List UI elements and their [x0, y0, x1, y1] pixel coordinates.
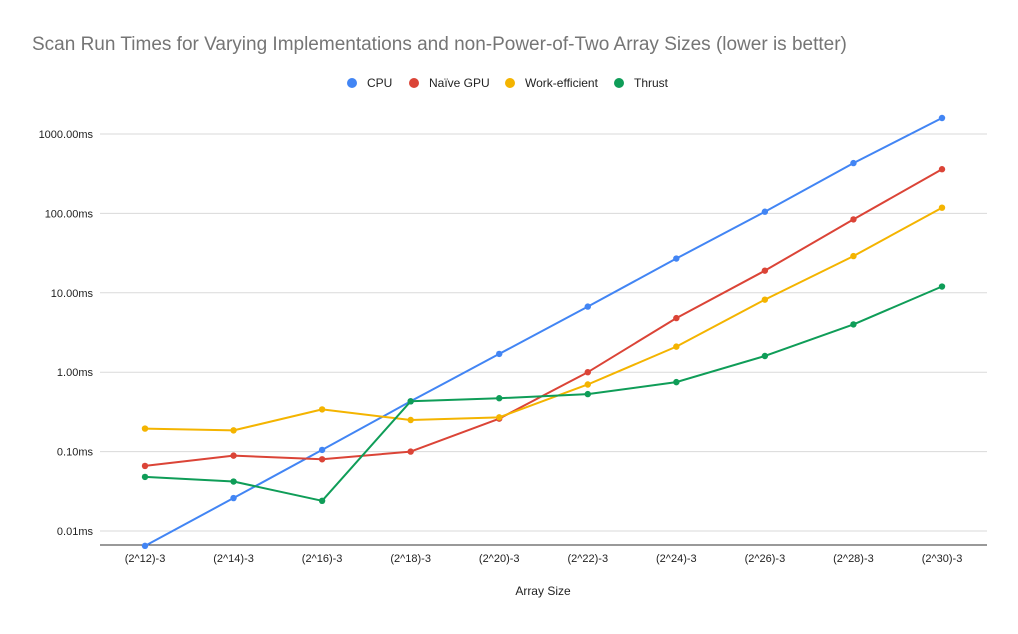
y-tick-label: 0.01ms: [57, 526, 94, 538]
data-point: [496, 395, 503, 402]
data-point: [584, 381, 591, 388]
x-tick-label: (2^26)-3: [745, 553, 786, 565]
data-point: [584, 369, 591, 376]
x-tick-label: (2^22)-3: [567, 553, 608, 565]
legend-label: CPU: [367, 76, 392, 90]
data-point: [230, 494, 237, 502]
data-point: [938, 114, 946, 122]
legend-marker: [347, 78, 357, 88]
data-point: [318, 456, 326, 463]
data-point: [318, 446, 326, 454]
data-point: [407, 416, 414, 424]
series-line: [144, 206, 943, 432]
chart-title: Scan Run Times for Varying Implementatio…: [32, 34, 847, 55]
data-point: [230, 452, 237, 459]
data-point: [761, 352, 769, 360]
data-point: [761, 208, 769, 215]
x-tick-label: (2^18)-3: [390, 553, 431, 565]
x-tick-label: (2^30)-3: [922, 553, 963, 565]
y-tick-label: 1.00ms: [57, 367, 94, 379]
y-tick-label: 1000.00ms: [39, 129, 94, 141]
data-point: [584, 303, 591, 310]
data-point: [673, 378, 680, 386]
x-axis-tick-labels: (2^12)-3 (2^14)-3 (2^16)-3 (2^18)-3 (2^20)-3…: [125, 553, 963, 565]
legend-marker: [409, 78, 419, 88]
data-point: [850, 159, 857, 167]
data-point: [850, 216, 857, 223]
y-tick-label: 0.10ms: [57, 447, 94, 459]
data-point: [141, 542, 149, 550]
series-cpu: [141, 114, 946, 550]
x-axis-title: Array Size: [515, 584, 571, 598]
legend-marker: [505, 78, 515, 88]
legend-label: Naïve GPU: [429, 76, 490, 90]
data-point: [938, 204, 946, 211]
data-point: [496, 414, 503, 421]
series-work-efficient: [141, 204, 946, 434]
data-point: [141, 473, 149, 481]
series-line: [144, 117, 943, 547]
grid: [100, 133, 987, 546]
legend-marker: [614, 78, 624, 88]
data-point: [761, 296, 769, 303]
data-point: [318, 497, 326, 505]
y-tick-label: 10.00ms: [51, 288, 94, 300]
series-thrust: [141, 283, 946, 505]
data-point: [938, 166, 946, 173]
y-tick-label: 100.00ms: [45, 208, 94, 220]
series-group: [141, 114, 946, 550]
data-point: [318, 406, 326, 413]
x-tick-label: (2^12)-3: [125, 553, 166, 565]
data-point: [407, 398, 414, 405]
data-point: [938, 283, 946, 290]
x-tick-label: (2^28)-3: [833, 553, 874, 565]
data-point: [673, 314, 680, 322]
legend-label: Thrust: [634, 76, 669, 90]
x-tick-label: (2^24)-3: [656, 553, 697, 565]
legend-label: Work-efficient: [525, 76, 599, 90]
data-point: [141, 462, 149, 470]
legend: CPU Naïve GPU Work-efficient Thrust: [347, 76, 669, 90]
data-point: [141, 425, 149, 432]
data-point: [584, 390, 591, 398]
data-point: [673, 343, 680, 350]
series-line: [144, 285, 943, 502]
data-point: [761, 267, 769, 274]
data-point: [850, 321, 857, 328]
data-point: [850, 252, 857, 260]
x-tick-label: (2^14)-3: [213, 553, 254, 565]
x-tick-label: (2^16)-3: [302, 553, 343, 565]
x-tick-label: (2^20)-3: [479, 553, 520, 565]
data-point: [230, 427, 237, 434]
data-point: [673, 255, 680, 262]
data-point: [496, 350, 503, 358]
data-point: [407, 448, 414, 455]
y-axis-tick-labels: 0.01ms 0.10ms 1.00ms 10.00ms 100.00ms 1000.00…: [39, 129, 94, 538]
data-point: [230, 478, 237, 485]
